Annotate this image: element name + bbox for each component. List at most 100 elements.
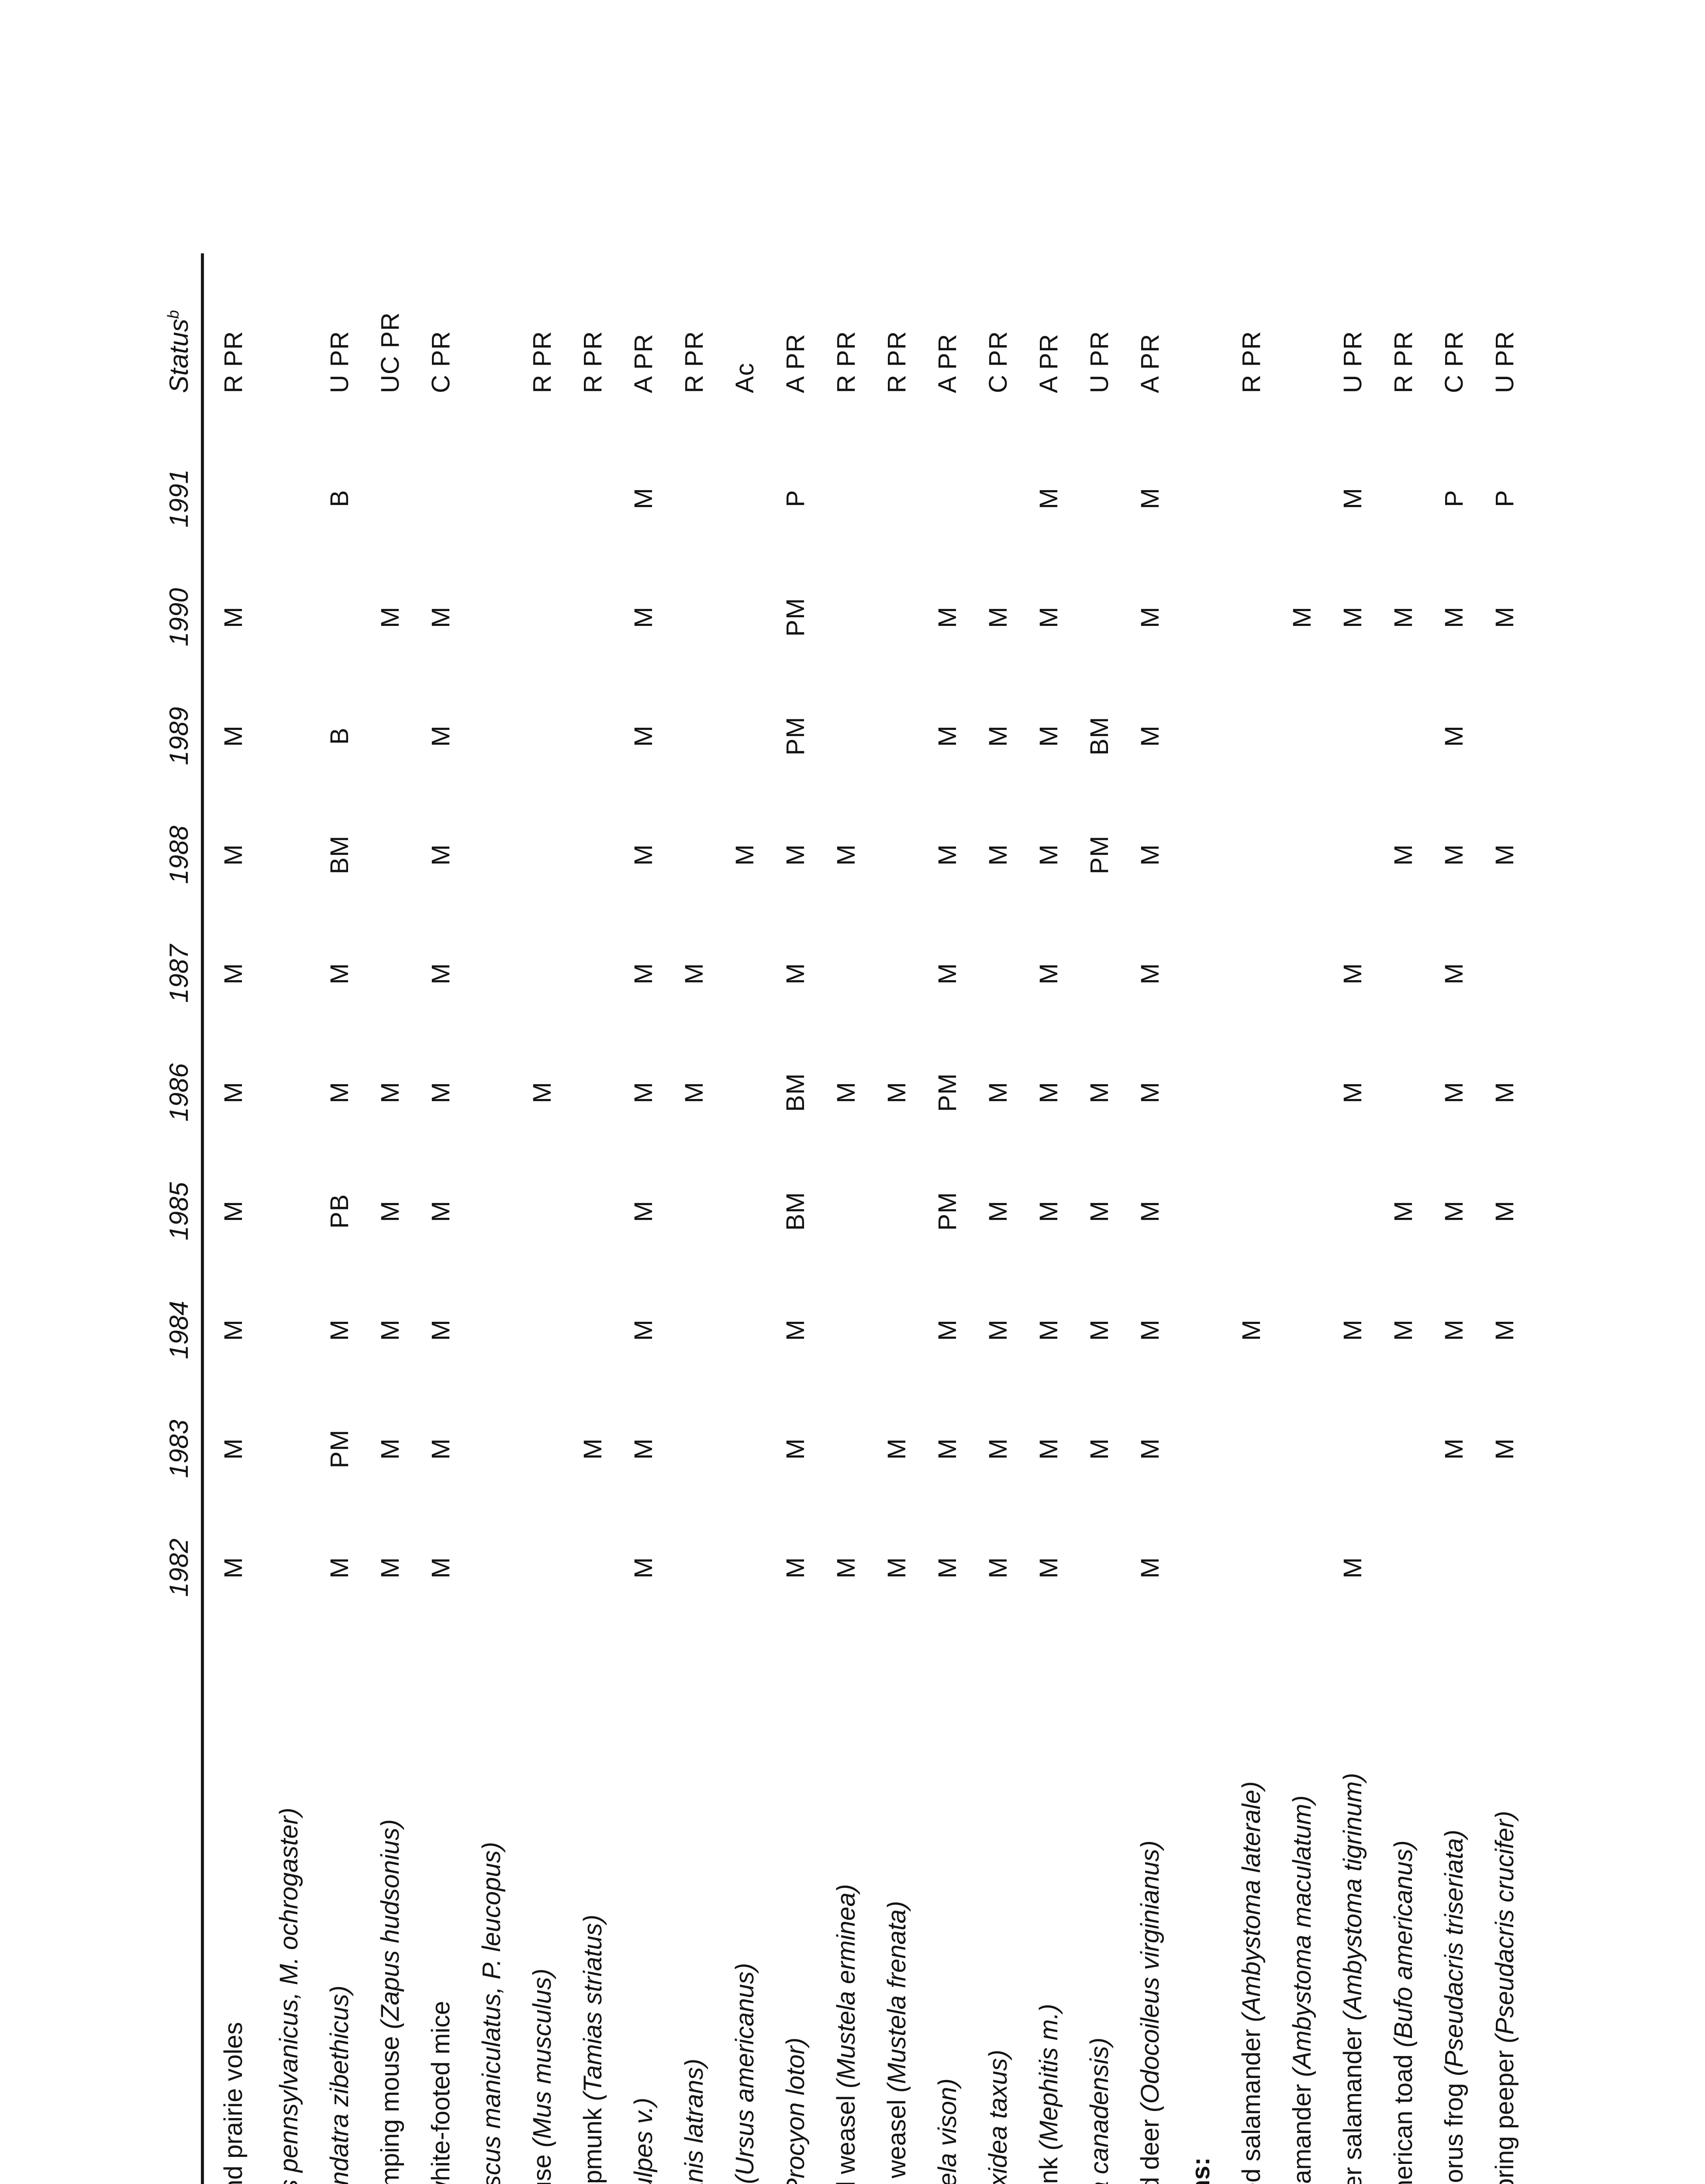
species-cell: Muskrat(Ondatra zibethicus) — [314, 1627, 365, 2184]
observation-cell: M — [1338, 1319, 1367, 1341]
species-common-name: Striped skunk — [1035, 2157, 1063, 2184]
species-common-name: Deer and white-footed mice — [426, 2001, 455, 2184]
observation-cell — [1277, 1033, 1328, 1152]
observation-cell: M — [1136, 844, 1164, 866]
observation-cell — [264, 914, 314, 1033]
observation-cell — [1176, 1152, 1226, 1271]
species-scientific-name: (Ambystoma laterale) — [1237, 1781, 1266, 2022]
observation-cell — [1176, 677, 1226, 795]
status-cell: U PR — [1490, 331, 1519, 393]
observation-cell — [466, 677, 517, 795]
observation-cell — [872, 558, 922, 677]
observation-cell: M — [219, 1200, 248, 1222]
status-cell: R PR — [1389, 331, 1418, 393]
species-cell: Eastern chipmunk (Tamias striatus) — [568, 1627, 618, 2184]
observation-cell: M — [933, 606, 962, 628]
observation-cell: M — [376, 1319, 404, 1341]
observation-cell: M — [984, 1200, 1012, 1222]
species-common-name: Meadow jumping mouse — [376, 2036, 404, 2184]
observation-cell — [1176, 558, 1226, 677]
species-cell: Eastern tiger salamander (Ambystoma tigri… — [1328, 1627, 1378, 2184]
observation-cell — [517, 1389, 568, 1508]
species-common-name: Western chorus frog — [1440, 2083, 1468, 2184]
species-scientific-name: (Mustela frenata) — [882, 1901, 911, 2093]
observation-cell — [568, 1508, 618, 1627]
species-cell: Mink(Mustela vison) — [922, 1627, 973, 2184]
observation-cell — [466, 1152, 517, 1271]
observation-cell — [720, 439, 770, 558]
observation-cell: M — [629, 1082, 658, 1103]
observation-cell: M — [1338, 1082, 1367, 1103]
observation-cell — [1074, 914, 1125, 1033]
species-cell: Coyote(Canis latrans) — [669, 1627, 720, 2184]
observation-cell — [1226, 1508, 1277, 1627]
observation-cell — [1074, 439, 1125, 558]
observation-cell: M — [528, 1082, 556, 1103]
observation-cell: M — [629, 487, 658, 509]
observation-cell: M — [1490, 844, 1519, 866]
species-scientific-name: (Ursus americanus) — [730, 1963, 759, 2184]
observation-cell: M — [1389, 844, 1418, 866]
observation-cell: M — [984, 606, 1012, 628]
observation-cell — [517, 677, 568, 795]
observation-cell — [1378, 1033, 1429, 1152]
observation-cell — [264, 1271, 314, 1389]
status-cell: C PR — [1439, 331, 1468, 393]
observation-cell: M — [629, 606, 658, 628]
observation-cell — [1226, 1389, 1277, 1508]
observation-cell — [1328, 1152, 1378, 1271]
observation-cell — [264, 1389, 314, 1508]
species-cell: Striped skunk (Mephitis m.) — [1024, 1627, 1074, 2184]
observation-cell — [1378, 914, 1429, 1033]
species-cell: Badger(Taxidea taxus) — [973, 1627, 1024, 2184]
observation-cell — [872, 795, 922, 914]
observation-cell — [821, 1152, 872, 1271]
observation-cell: M — [832, 844, 860, 866]
observation-cell — [264, 439, 314, 558]
observation-cell — [1277, 795, 1328, 914]
species-cell: Western chorus frog (Pseudacris triseriat… — [1429, 1627, 1480, 2184]
observation-cell: M — [426, 1557, 455, 1579]
observation-cell: M — [219, 1557, 248, 1579]
species-cell: Raccoon(Procyon lotor) — [770, 1627, 821, 2184]
observation-cell — [1074, 1508, 1125, 1627]
observation-cell: M — [629, 963, 658, 985]
observation-cell — [568, 795, 618, 914]
observation-cell: M — [882, 1438, 911, 1460]
observation-cell — [1226, 558, 1277, 677]
table-row: Badger(Taxidea taxus) M M M M M M M M C PR — [973, 253, 1024, 2184]
observation-cell — [517, 558, 568, 677]
col-header-year: 1987 — [122, 914, 203, 1033]
species-cell: Otter(Lutra canadensis) — [1074, 1627, 1125, 2184]
observation-cell: M — [730, 844, 759, 866]
species-scientific-name: (Mustela vison) — [933, 2078, 962, 2184]
species-common-name: Amphibians: — [1187, 2157, 1215, 2184]
status-cell: U PR — [1338, 331, 1367, 393]
observation-cell — [1277, 914, 1328, 1033]
observation-cell — [872, 439, 922, 558]
observation-cell — [568, 677, 618, 795]
status-cell: A PR — [933, 333, 962, 393]
observation-cell: M — [933, 963, 962, 985]
observation-cell: M — [933, 844, 962, 866]
species-cell: Black bear(Ursus americanus) — [720, 1627, 770, 2184]
observation-cell — [365, 914, 416, 1033]
observation-cell: M — [426, 963, 455, 985]
species-scientific-name: (Lutra canadensis) — [1085, 2037, 1114, 2184]
status-cell: R PR — [578, 331, 607, 393]
species-cell: (Microtus pennsylvanicus, M. ochrogaster… — [264, 1627, 314, 2184]
observation-cell: M — [219, 606, 248, 628]
status-cell: A PR — [781, 333, 810, 393]
observation-cell: M — [680, 963, 708, 985]
table-row: Long-tailed weasel (Mustela frenata) M M M R… — [872, 253, 922, 2184]
observation-cell — [1226, 795, 1277, 914]
observation-cell: M — [1085, 1438, 1114, 1460]
observation-cell: M — [629, 1200, 658, 1222]
status-cell: Ac — [730, 363, 759, 393]
species-common-name: Blue-spotted salamander — [1237, 2029, 1266, 2184]
observation-cell — [669, 677, 720, 795]
species-cell: Spotted salamander (Ambystoma maculatum) — [1277, 1627, 1328, 2184]
observation-cell: M — [1136, 487, 1164, 509]
observation-cell — [1277, 439, 1328, 558]
observation-cell — [466, 795, 517, 914]
